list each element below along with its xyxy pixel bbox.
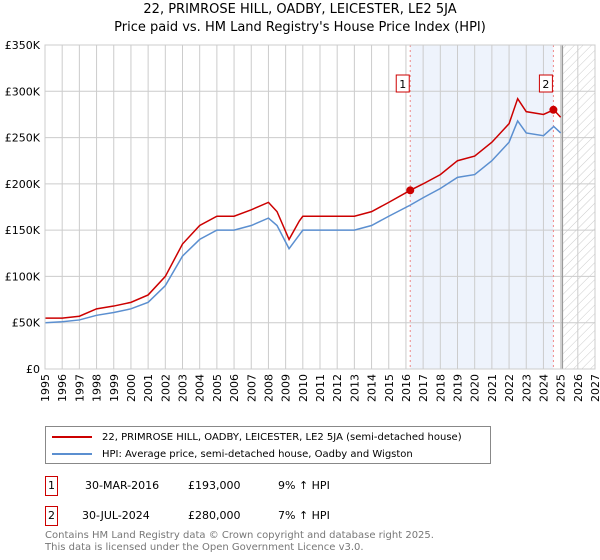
x-tick-label: 2015 [383,374,396,402]
x-tick-label: 1995 [39,374,52,402]
sale-date: 30-MAR-2016 [85,479,160,492]
y-tick-label: £250K [5,132,41,145]
x-tick-label: 2005 [211,374,224,402]
plot-area: 1995 1996 1997 1998 1999 2000 2001 2002 2003 2004… [5,39,600,402]
x-tick-label: 2003 [177,374,190,402]
y-tick-label: £350K [5,39,41,52]
x-tick-label: 2024 [537,374,550,402]
x-tick-label: 2008 [262,374,275,402]
x-tick-label: 2011 [314,374,327,402]
x-tick-label: 1996 [56,374,69,402]
x-tick-label: 2026 [572,374,585,402]
sale-badge: 1 [45,476,58,496]
sale-period-shade [410,45,554,369]
forecast-hatch [562,45,595,369]
x-tick-label: 2004 [194,374,207,402]
y-tick-label: £100K [5,270,41,283]
y-tick-label: £0 [26,363,40,376]
sale-point [549,105,558,114]
footer-line: This data is licensed under the Open Gov… [45,542,364,553]
x-tick-label: 2019 [452,374,465,402]
x-tick-label: 2007 [245,374,258,402]
legend-line-property [52,436,92,438]
x-tick-label: 2016 [400,374,413,402]
y-tick-label: £50K [12,317,41,330]
y-tick-label: £200K [5,178,41,191]
legend-label-property: 22, PRIMROSE HILL, OADBY, LEICESTER, LE2… [102,431,462,443]
x-tick-label: 2009 [280,374,293,402]
x-tick-label: 1998 [91,374,104,402]
x-tick-label: 2000 [125,374,138,402]
sale-marker-badge [538,74,553,93]
series-line [45,97,562,319]
x-tick-label: 2020 [469,374,482,402]
sale-date: 30-JUL-2024 [82,509,150,522]
sale-row: 2 30-JUL-2024 £280,000 7% ↑ HPI [45,506,545,526]
x-tick-label: 2002 [159,374,172,402]
x-tick-label: 2014 [366,374,379,402]
x-tick-label: 1999 [108,374,121,402]
x-tick-label: 2022 [503,374,516,402]
x-tick-label: 1997 [73,374,86,402]
sale-hpi: 9% ↑ HPI [278,479,330,492]
legend: 22, PRIMROSE HILL, OADBY, LEICESTER, LE2… [45,426,491,464]
x-tick-label: 2013 [348,374,361,402]
series-line [44,119,562,324]
plot-border [44,44,596,370]
sale-marker-badge [395,74,410,93]
x-tick-label: 2012 [331,374,344,402]
legend-label-hpi: HPI: Average price, semi-detached house,… [102,448,413,460]
sale-price: £193,000 [188,479,241,492]
sale-badge: 2 [45,506,58,526]
sale-marker-label: 1 [399,78,406,91]
x-tick-label: 2017 [417,374,430,402]
x-tick-label: 2018 [434,374,447,402]
x-tick-label: 2027 [589,374,600,402]
y-tick-label: £150K [5,224,41,237]
footer: Contains HM Land Registry data © Crown c… [45,530,434,554]
x-tick-label: 2001 [142,374,155,402]
sale-hpi: 7% ↑ HPI [278,509,330,522]
sale-marker-label: 2 [542,78,549,91]
chart-title: 22, PRIMROSE HILL, OADBY, LEICESTER, LE2… [143,2,457,17]
x-tick-label: 2021 [486,374,499,402]
x-tick-label: 2006 [228,374,241,402]
x-tick-label: 2010 [297,374,310,402]
sale-row: 1 30-MAR-2016 £193,000 9% ↑ HPI [45,476,545,496]
x-tick-label: 2023 [520,374,533,402]
sale-point [406,186,415,195]
y-tick-label: £300K [5,85,41,98]
footer-line: Contains HM Land Registry data © Crown c… [45,530,434,541]
chart-subtitle: Price paid vs. HM Land Registry's House … [114,20,486,35]
legend-line-hpi [52,453,92,455]
x-tick-label: 2025 [555,374,568,402]
sale-price: £280,000 [188,509,241,522]
